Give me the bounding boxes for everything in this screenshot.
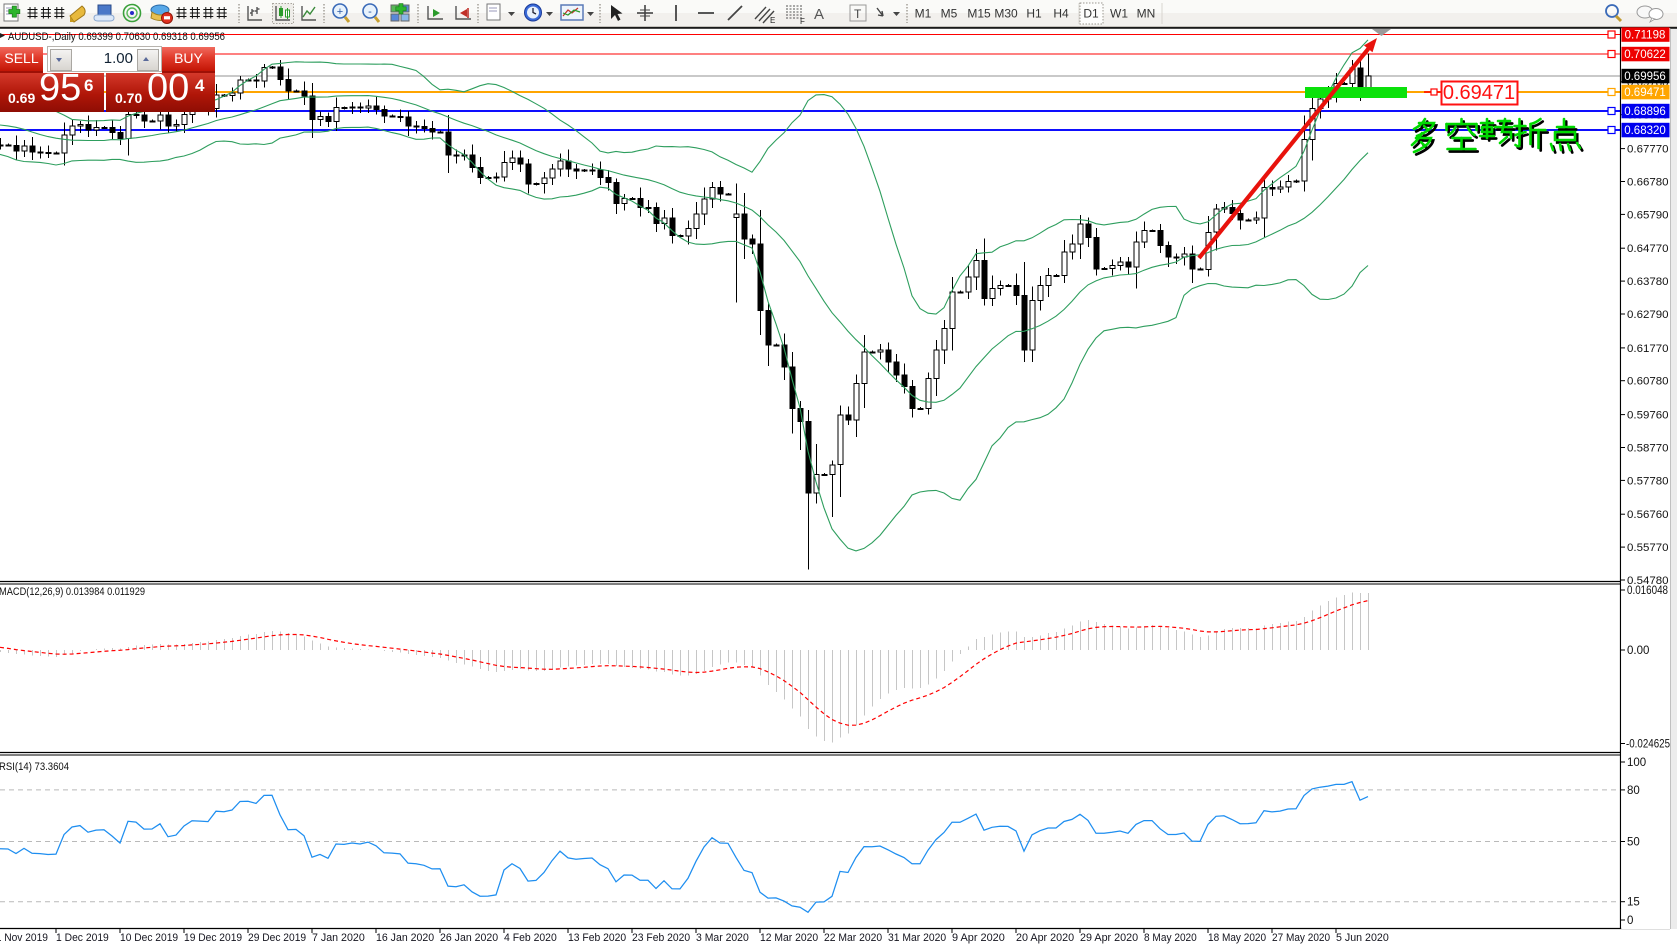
svg-text:E: E xyxy=(770,16,775,25)
svg-text:0.57780: 0.57780 xyxy=(1627,475,1669,487)
svg-text:29 Apr 2020: 29 Apr 2020 xyxy=(1080,932,1138,944)
svg-text:27 May 2020: 27 May 2020 xyxy=(1272,932,1330,944)
svg-text:1 Dec 2019: 1 Dec 2019 xyxy=(56,932,109,944)
svg-text:18 May 2020: 18 May 2020 xyxy=(1208,932,1266,944)
svg-text:21 Nov 2019: 21 Nov 2019 xyxy=(0,932,48,944)
svg-text:23 Feb 2020: 23 Feb 2020 xyxy=(632,932,690,944)
svg-text:8 May 2020: 8 May 2020 xyxy=(1144,932,1197,944)
svg-text:80: 80 xyxy=(1627,785,1640,797)
svg-text:0.68896: 0.68896 xyxy=(1624,106,1666,118)
svg-text:5 Jun 2020: 5 Jun 2020 xyxy=(1336,932,1389,944)
svg-text:A: A xyxy=(814,6,824,23)
svg-text:RSI(14) 73.3604: RSI(14) 73.3604 xyxy=(0,761,69,773)
svg-text:0.69471: 0.69471 xyxy=(1443,82,1515,104)
svg-text:26 Jan 2020: 26 Jan 2020 xyxy=(440,932,498,944)
svg-text:-: - xyxy=(368,6,372,18)
svg-text:20 Apr 2020: 20 Apr 2020 xyxy=(1016,932,1074,944)
svg-text:0.56760: 0.56760 xyxy=(1627,509,1669,521)
svg-text:+: + xyxy=(337,6,343,18)
svg-text:100: 100 xyxy=(1627,757,1646,769)
svg-text:0.64770: 0.64770 xyxy=(1627,243,1669,255)
svg-text:W1: W1 xyxy=(1110,7,1128,21)
svg-text:7 Jan 2020: 7 Jan 2020 xyxy=(312,932,365,944)
svg-text:M1: M1 xyxy=(915,7,932,21)
svg-text:29 Dec 2019: 29 Dec 2019 xyxy=(248,932,306,944)
svg-text:0.60780: 0.60780 xyxy=(1627,376,1669,388)
svg-text:13 Feb 2020: 13 Feb 2020 xyxy=(568,932,626,944)
svg-text:0.58770: 0.58770 xyxy=(1627,443,1669,455)
svg-text:0.62790: 0.62790 xyxy=(1627,309,1669,321)
svg-text:0.016048: 0.016048 xyxy=(1627,585,1668,597)
svg-text:50: 50 xyxy=(1627,837,1640,849)
svg-text:0.70622: 0.70622 xyxy=(1624,49,1666,61)
svg-text:0.69956: 0.69956 xyxy=(1624,71,1666,83)
svg-text:0.63780: 0.63780 xyxy=(1627,276,1669,288)
svg-text:M30: M30 xyxy=(994,7,1018,21)
svg-text:12 Mar 2020: 12 Mar 2020 xyxy=(760,932,818,944)
svg-text:0: 0 xyxy=(1627,915,1633,927)
svg-text:0.65790: 0.65790 xyxy=(1627,209,1669,221)
svg-text:H1: H1 xyxy=(1026,7,1042,21)
svg-text:0.00: 0.00 xyxy=(1627,645,1649,657)
svg-text:15: 15 xyxy=(1627,897,1640,909)
svg-text:31 Mar 2020: 31 Mar 2020 xyxy=(888,932,946,944)
svg-text:-0.024625: -0.024625 xyxy=(1626,739,1670,751)
svg-text:AUDUSD-,Daily 0.69399 0.70630: AUDUSD-,Daily 0.69399 0.70630 0.69318 0.… xyxy=(8,31,225,43)
svg-text:0.55770: 0.55770 xyxy=(1627,542,1669,554)
svg-text:16 Jan 2020: 16 Jan 2020 xyxy=(376,932,434,944)
svg-text:0.69471: 0.69471 xyxy=(1624,87,1666,99)
svg-text:0.54780: 0.54780 xyxy=(1627,575,1669,587)
svg-text:0.61770: 0.61770 xyxy=(1627,343,1669,355)
svg-text:22 Mar 2020: 22 Mar 2020 xyxy=(824,932,882,944)
svg-text:0.59760: 0.59760 xyxy=(1627,410,1669,422)
svg-text:4 Feb 2020: 4 Feb 2020 xyxy=(504,932,557,944)
svg-text:3 Mar 2020: 3 Mar 2020 xyxy=(696,932,749,944)
svg-text:0.68320: 0.68320 xyxy=(1624,125,1666,137)
svg-text:10 Dec 2019: 10 Dec 2019 xyxy=(120,932,178,944)
svg-text:0.66780: 0.66780 xyxy=(1627,177,1669,189)
svg-text:M15: M15 xyxy=(967,7,991,21)
svg-text:MN: MN xyxy=(1137,7,1156,21)
svg-text:19 Dec 2019: 19 Dec 2019 xyxy=(184,932,242,944)
svg-text:M5: M5 xyxy=(941,7,958,21)
svg-text:0.67770: 0.67770 xyxy=(1627,144,1669,156)
svg-text:H4: H4 xyxy=(1053,7,1069,21)
svg-text:MACD(12,26,9) 0.013984 0.01192: MACD(12,26,9) 0.013984 0.011929 xyxy=(0,586,145,598)
svg-text:0.71198: 0.71198 xyxy=(1625,30,1666,42)
svg-text:D1: D1 xyxy=(1083,7,1099,21)
svg-text:T: T xyxy=(854,7,862,21)
svg-text:F: F xyxy=(800,17,805,26)
svg-text:9 Apr 2020: 9 Apr 2020 xyxy=(952,932,1005,944)
